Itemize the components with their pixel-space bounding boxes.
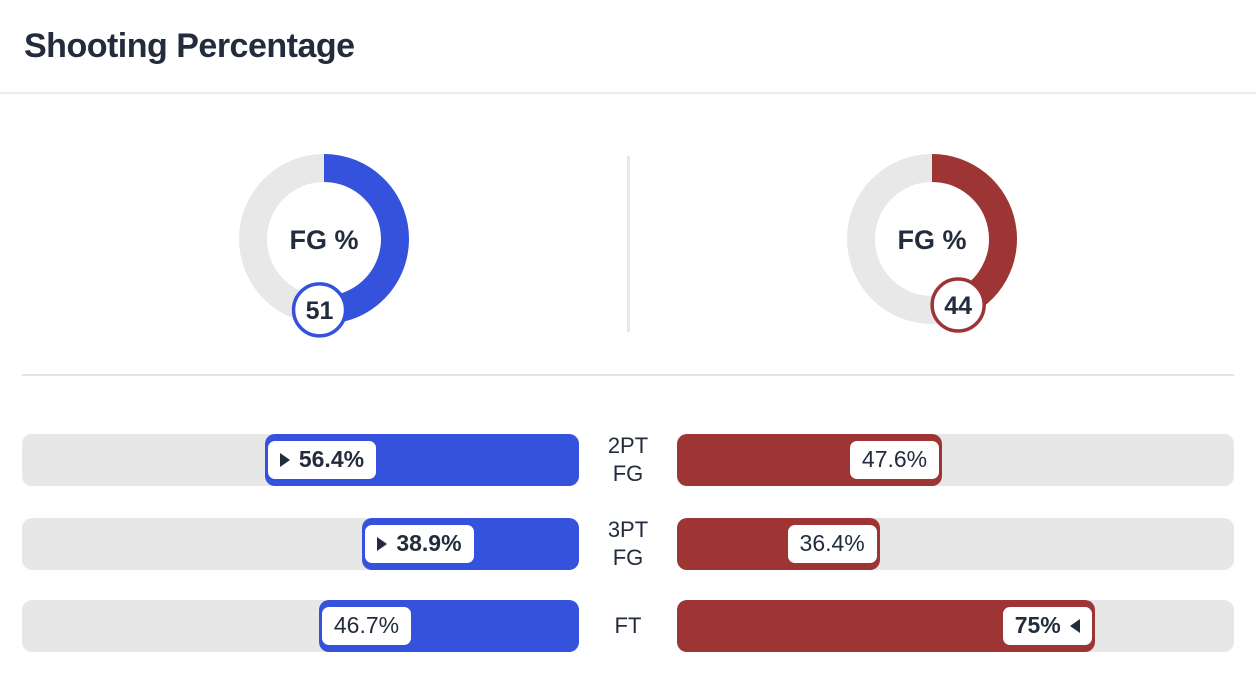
page-title: Shooting Percentage <box>24 27 355 65</box>
fg-donut-chart: FG % 44 <box>846 153 1017 333</box>
home-ft-track: 46.7% <box>22 599 579 652</box>
donut-value-arc <box>931 153 1017 318</box>
category-label-ft: FT <box>579 612 677 640</box>
category-label-2pt-fg: 2PT FG <box>579 432 677 488</box>
away-2pt-value-pill: 47.6% <box>846 437 943 482</box>
away-3pt-value-pill: 36.4% <box>784 521 880 566</box>
home-3pt-track: 38.9% <box>22 517 579 570</box>
away-ft-value-label: 75% <box>1014 612 1061 639</box>
section-divider-vertical <box>626 155 630 332</box>
fg-donut-chart: FG % 51 <box>239 153 410 338</box>
home-2pt-track: 56.4% <box>22 433 579 486</box>
leader-marker-icon <box>279 452 290 467</box>
away-fg-donut-panel: FG % 44 <box>630 147 1235 341</box>
leader-marker-icon <box>377 536 388 551</box>
fg-donut-section: FG % 51 FG % 44 <box>0 94 1256 374</box>
donut-value-arc <box>318 153 410 324</box>
category-label-3pt-fg: 3PT FG <box>579 516 677 572</box>
category-line2: FG <box>612 460 644 486</box>
home-ft-value-pill: 46.7% <box>318 603 415 648</box>
bar-row-2pt-fg: 56.4% 2PT FG 47.6% <box>22 432 1234 488</box>
category-line1: FT <box>614 612 642 638</box>
panel-header: Shooting Percentage <box>0 0 1256 94</box>
away-3pt-value-label: 36.4% <box>799 530 865 557</box>
donut-badge-value: 44 <box>944 292 972 320</box>
home-ft-value-label: 46.7% <box>333 612 400 639</box>
category-line2: FG <box>612 544 644 570</box>
home-fg-donut-panel: FG % 51 <box>22 147 627 341</box>
home-3pt-value-label: 38.9% <box>396 530 462 557</box>
home-3pt-value-pill: 38.9% <box>362 521 477 566</box>
away-2pt-value-label: 47.6% <box>861 446 928 473</box>
donut-center-label: FG % <box>897 225 966 255</box>
donut-badge-value: 51 <box>306 297 334 325</box>
category-line1: 2PT <box>607 432 649 458</box>
away-ft-value-pill: 75% <box>999 603 1095 648</box>
donut-center-label: FG % <box>290 225 359 255</box>
stat-bars-section: 56.4% 2PT FG 47.6% 38.9% <box>0 376 1256 652</box>
away-2pt-track: 47.6% <box>677 433 1234 486</box>
leader-marker-icon <box>1069 618 1080 633</box>
bar-row-ft: 46.7% FT 75% <box>22 599 1234 652</box>
section-divider-horizontal <box>22 373 1234 376</box>
away-ft-track: 75% <box>677 599 1234 652</box>
away-3pt-track: 36.4% <box>677 517 1234 570</box>
bar-row-3pt-fg: 38.9% 3PT FG 36.4% <box>22 516 1234 572</box>
home-2pt-value-label: 56.4% <box>298 446 365 473</box>
category-line1: 3PT <box>607 516 649 542</box>
donut-badge <box>292 282 348 338</box>
donut-badge <box>930 277 986 333</box>
home-2pt-value-pill: 56.4% <box>264 437 380 482</box>
